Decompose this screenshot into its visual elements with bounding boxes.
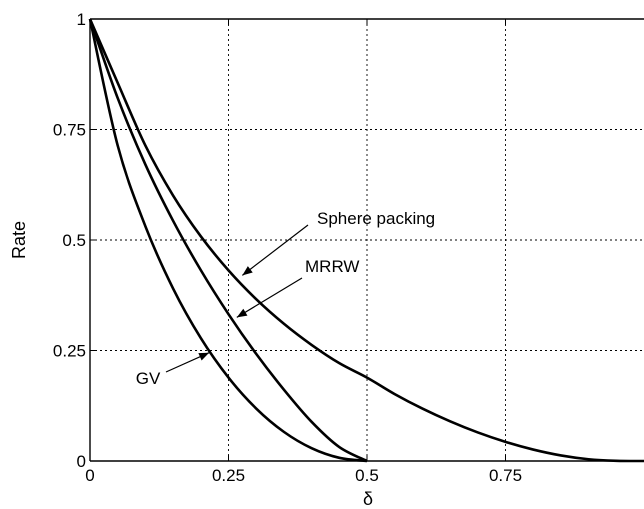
annotation-arrow-line — [241, 224, 309, 276]
annotation-arrow-line — [236, 277, 303, 318]
gv-curve — [88, 18, 368, 463]
mrrw-curve — [88, 18, 368, 463]
ticks: 0 0.25 0.5 0.75 0 0.25 0.5 0.75 1 — [53, 10, 522, 485]
y-tick-label: 0.75 — [53, 121, 86, 140]
annotations: Sphere packing MRRW GV — [136, 209, 435, 388]
x-tick-label: 0.75 — [489, 466, 522, 485]
y-tick-label: 1 — [77, 10, 86, 29]
x-tick-label: 0.5 — [355, 466, 379, 485]
mrrw-label: MRRW — [305, 257, 359, 276]
y-tick-label: 0.5 — [62, 231, 86, 250]
sphere-packing-label: Sphere packing — [317, 209, 435, 228]
grid-lines — [90, 19, 644, 461]
y-tick-label: 0.25 — [53, 342, 86, 361]
gv-label: GV — [136, 369, 161, 388]
annotation-arrowhead — [236, 308, 248, 318]
y-axis-label: Rate — [9, 221, 29, 259]
annotation-arrowhead — [242, 266, 253, 276]
annotation-arrowhead — [198, 352, 210, 361]
curves — [88, 18, 644, 463]
x-axis-label: δ — [363, 489, 373, 509]
x-tick-label: 0.25 — [212, 466, 245, 485]
x-tick-label: 0 — [85, 466, 94, 485]
y-tick-label: 0 — [77, 452, 86, 471]
sphere-packing-curve — [88, 18, 644, 463]
